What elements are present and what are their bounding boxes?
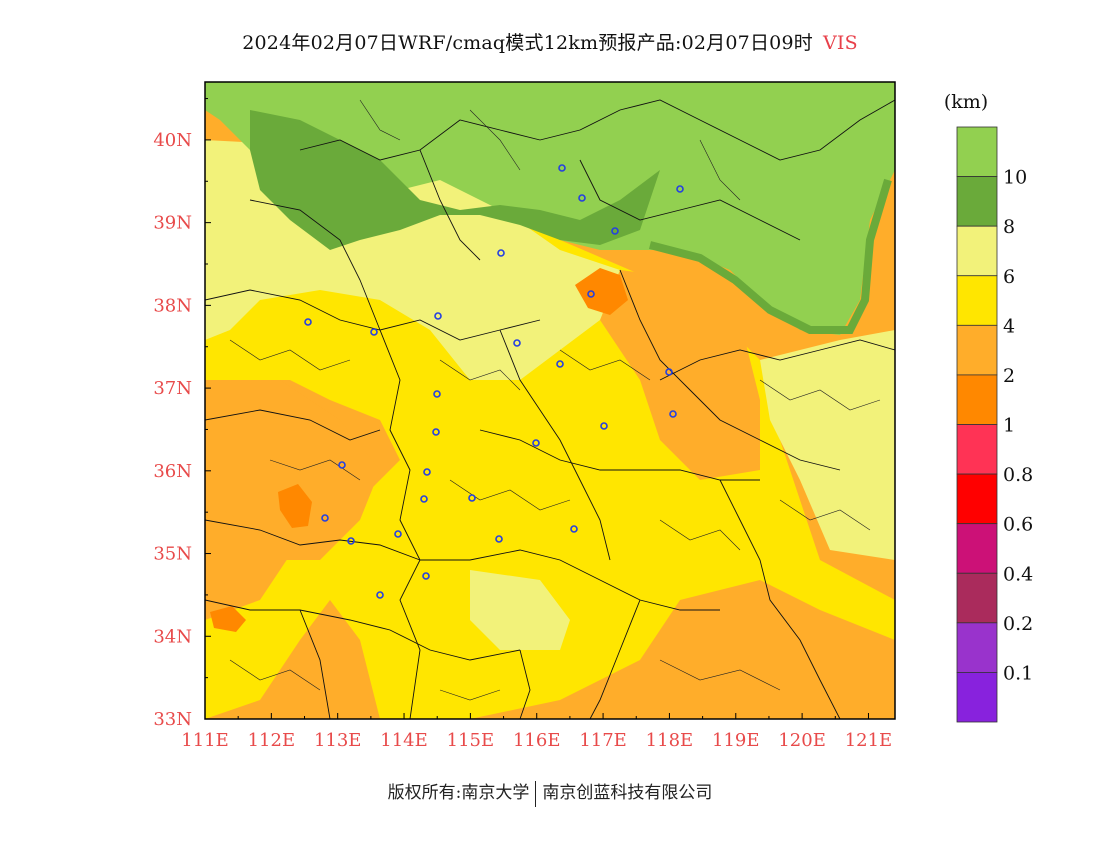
x-tick-label: 112E <box>248 730 296 751</box>
x-tick-label: 121E <box>845 730 893 751</box>
copyright: 版权所有:南京大学 南京创蓝科技有限公司 <box>0 778 1100 807</box>
city-marker <box>578 194 586 202</box>
colorbar-label: 0.8 <box>1003 464 1033 486</box>
colorbar-label: 8 <box>1003 216 1015 238</box>
city-marker <box>495 535 503 543</box>
city-marker <box>304 318 312 326</box>
field-dark-orange-3 <box>210 606 246 632</box>
y-tick-label: 40N <box>153 130 192 151</box>
colorbar-label: 10 <box>1003 167 1027 189</box>
city-marker <box>587 290 595 298</box>
copyright-right: 南京创蓝科技有限公司 <box>542 783 713 803</box>
city-marker <box>468 494 476 502</box>
plot-frame <box>204 81 896 720</box>
colorbar-segment <box>956 622 998 673</box>
city-markers <box>304 164 684 599</box>
x-tick-label: 120E <box>778 730 826 751</box>
field-orange-patch-2 <box>205 380 380 560</box>
y-axis: 33N 34N 35N 36N 37N 38N 39N 40N <box>153 98 211 730</box>
colorbar-label: 6 <box>1003 266 1015 288</box>
title-variable: VIS <box>822 32 858 54</box>
field-dark-green <box>250 110 660 250</box>
city-marker <box>611 227 619 235</box>
city-marker <box>497 249 505 257</box>
field-light-yellow-sea <box>760 330 895 560</box>
y-tick-label: 39N <box>153 213 192 234</box>
colorbar-label: 0.6 <box>1003 514 1033 536</box>
city-marker <box>600 422 608 430</box>
y-tick-label: 38N <box>153 295 192 316</box>
visibility-field <box>205 82 895 719</box>
field-dark-orange-2 <box>278 484 312 528</box>
city-marker <box>394 530 402 538</box>
colorbar-label: 0.4 <box>1003 563 1033 585</box>
copyright-left: 版权所有:南京大学 <box>387 783 530 803</box>
colorbar-label: 4 <box>1003 315 1015 337</box>
field-orange-patch <box>600 270 760 480</box>
x-tick-label: 113E <box>314 730 362 751</box>
colorbar-segment <box>956 572 998 624</box>
city-marker <box>669 410 677 418</box>
y-tick-label: 36N <box>153 461 192 482</box>
x-axis: 111E 112E 113E 114E 115E 116E 117E 118E 119E 120E… <box>181 713 892 751</box>
city-marker <box>513 339 521 347</box>
city-marker <box>434 312 442 320</box>
boundaries <box>205 99 895 719</box>
title-main: 2024年02月07日WRF/cmaq模式12km预报产品:02月07日09时 <box>242 32 813 54</box>
city-marker <box>338 461 346 469</box>
y-tick-label: 35N <box>153 544 192 565</box>
boundaries-fine <box>229 99 881 701</box>
copyright-separator <box>535 780 537 807</box>
x-tick-label: 115E <box>447 730 495 751</box>
field-dark-green-edge <box>648 178 892 334</box>
colorbar: 10 8 6 4 2 1 0.8 0.6 0.4 0.2 0.1 <box>956 126 1033 723</box>
field-green <box>205 82 895 335</box>
colorbar-segment <box>956 275 998 326</box>
x-tick-label: 114E <box>380 730 428 751</box>
colorbar-label: 2 <box>1003 365 1015 387</box>
colorbar-segment <box>956 424 998 475</box>
x-tick-label: 119E <box>712 730 760 751</box>
colorbar-segment <box>956 126 998 177</box>
city-marker <box>422 572 430 580</box>
field-light-yellow-south <box>470 570 570 650</box>
city-marker <box>556 360 564 368</box>
city-marker <box>665 368 673 376</box>
city-marker <box>432 428 440 436</box>
colorbar-segment <box>956 176 998 227</box>
city-marker <box>532 439 540 447</box>
colorbar-segment <box>956 473 998 525</box>
colorbar-segment <box>956 374 998 425</box>
x-tick-label: 116E <box>513 730 561 751</box>
colorbar-label: 0.1 <box>1003 662 1033 684</box>
city-marker <box>376 591 384 599</box>
city-marker <box>570 525 578 533</box>
colorbar-label: 1 <box>1003 415 1015 437</box>
colorbar-segment <box>956 324 998 376</box>
x-tick-label: 111E <box>181 730 229 751</box>
field-dark-orange-1 <box>575 268 628 315</box>
city-marker <box>347 537 355 545</box>
city-marker <box>558 164 566 172</box>
map-title: 2024年02月07日WRF/cmaq模式12km预报产品:02月07日09时 V… <box>0 28 1100 55</box>
y-tick-label: 34N <box>153 626 192 647</box>
city-marker <box>321 514 329 522</box>
y-tick-label: 37N <box>153 378 192 399</box>
colorbar-segment <box>956 225 998 277</box>
city-marker <box>420 495 428 503</box>
city-marker <box>676 185 684 193</box>
x-tick-label: 118E <box>646 730 694 751</box>
colorbar-label: 0.2 <box>1003 613 1033 635</box>
city-marker <box>370 328 378 336</box>
city-marker <box>423 468 431 476</box>
colorbar-segment <box>956 672 998 723</box>
colorbar-segment <box>956 523 998 574</box>
x-tick-label: 117E <box>579 730 627 751</box>
colorbar-unit: (km) <box>944 91 988 113</box>
city-marker <box>433 390 441 398</box>
y-tick-label: 33N <box>153 709 192 730</box>
